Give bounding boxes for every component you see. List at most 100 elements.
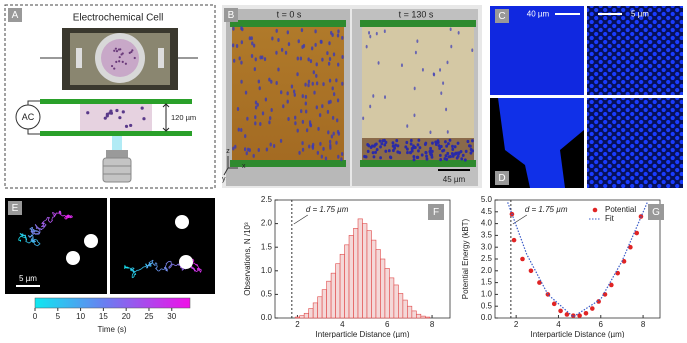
dot [328,62,330,66]
y-tick-label: 0.0 [481,313,493,322]
colorbar-tick-label: 30 [167,312,176,321]
particle [179,255,193,269]
dot [416,156,419,159]
dot [412,155,415,158]
dot [321,155,323,159]
y-tick-label: 4.5 [481,207,493,216]
dot [469,145,472,148]
dot [238,128,240,132]
dot [232,27,234,31]
y-tick-label: 1.5 [481,278,493,287]
dot [471,48,473,52]
dot [246,151,248,155]
dot [340,157,342,161]
dot [421,153,424,156]
dot [316,81,318,85]
dot [131,49,133,51]
dot [244,134,246,138]
x-tick-label: 8 [430,320,435,329]
dot [259,86,261,90]
colorbar-tick-label: 15 [99,312,108,321]
dot [270,108,272,112]
dot [285,51,287,55]
dot [314,43,316,47]
panel-label: C [498,11,505,22]
y-axis-label: Observations, N /10³ [243,222,252,296]
dot [268,120,270,124]
dot [255,57,257,61]
plot-frame [495,200,660,318]
dot [302,148,304,152]
bar [407,306,411,318]
dot [240,61,242,65]
panel-c: C D 40 µm 5 µm [490,6,683,188]
dot [277,38,279,42]
y-tick-label: 2.5 [481,254,493,263]
x-tick-label: 6 [385,320,390,329]
dot [457,151,460,154]
dot [458,31,460,35]
dot [258,148,260,152]
bar [349,235,353,318]
dot [445,145,448,148]
dot [310,59,312,63]
dot [264,57,266,61]
dot [287,30,289,34]
dot [405,141,408,144]
dot [413,113,415,117]
dot [115,109,118,112]
dot [327,130,329,134]
dot [280,139,282,143]
point [565,312,570,317]
dot [341,55,343,59]
y-tick-label: 0.5 [481,301,493,310]
dot [376,148,379,151]
dot [271,36,273,40]
axis-label: x [242,163,246,170]
gap-label: 120 µm [171,113,196,122]
dot [450,45,452,49]
dot [129,52,131,54]
dot [337,29,339,33]
legend-label: Fit [605,214,615,223]
dot [384,150,387,153]
panel-label: D [498,173,505,184]
dot [300,57,302,61]
dot [415,51,417,55]
bar [327,281,331,318]
dot [270,143,272,147]
y-tick-label: 3.5 [481,231,493,240]
x-tick-label: 8 [641,320,646,329]
trajectory-step [37,240,38,242]
dot [113,67,115,69]
particle [84,234,98,248]
point [558,309,563,314]
dot [439,154,442,157]
bar [416,314,420,318]
x-axis-label: Interparticle Distance (µm) [531,330,625,338]
dot [301,141,303,145]
dot [440,91,442,95]
dot [316,105,318,109]
dot [410,142,413,145]
dot [336,118,338,122]
light-beam [112,136,122,150]
dot [328,100,330,104]
point [577,313,582,318]
electrode-bottom [360,160,476,167]
y-tick-label: 3.0 [481,242,493,251]
dot [104,117,107,120]
dot [395,139,398,142]
dot [450,27,452,31]
panel-label: F [433,207,439,218]
dot [240,128,242,132]
dot [447,142,450,145]
dot [417,149,420,152]
dot [411,149,414,152]
dot [331,33,333,37]
y-tick-label: 5.0 [481,195,493,204]
dot [393,147,396,150]
y-tick-label: 4.0 [481,219,493,228]
bar [309,309,313,318]
